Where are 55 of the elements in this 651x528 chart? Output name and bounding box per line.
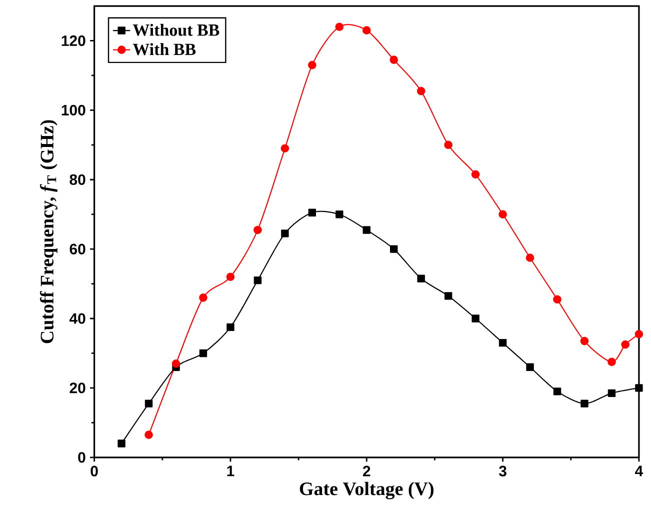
point (308, 61, 316, 70)
point (635, 384, 643, 392)
point (172, 360, 180, 368)
point (308, 208, 316, 217)
point (444, 140, 452, 150)
y-tick-label: 100 (62, 105, 86, 116)
point (335, 22, 344, 32)
point (144, 400, 153, 408)
x-axis-title: Gate Voltage (V) (300, 482, 434, 500)
point (634, 330, 644, 338)
y-axis-title: Cutoff Frequency, f$_{T}$ (GHz) (40, 120, 58, 344)
point (621, 340, 630, 349)
point (390, 245, 398, 254)
y-tick-label: 20 (70, 382, 86, 394)
point (498, 210, 507, 219)
point (362, 26, 371, 35)
point (226, 324, 234, 332)
point (417, 274, 425, 283)
y-tick-label: 80 (70, 174, 86, 186)
point (280, 144, 290, 153)
y-tick-label: 40 (69, 313, 86, 324)
y-tick-label: 0 (78, 452, 86, 463)
x-tick-label: 3 (498, 466, 506, 477)
point (553, 295, 562, 304)
point (608, 390, 616, 398)
x-tick-label: 0 (90, 466, 98, 477)
point (580, 400, 588, 408)
point (472, 314, 480, 323)
point (526, 254, 534, 262)
point (608, 358, 616, 366)
point (336, 210, 344, 218)
point (118, 440, 126, 448)
x-tick-label: 1 (227, 466, 234, 476)
x-tick-label: 2 (362, 466, 370, 476)
point (471, 170, 480, 179)
y-tick-label: 120 (62, 36, 86, 46)
point (553, 388, 562, 396)
point (199, 294, 208, 302)
point (444, 292, 452, 300)
point (226, 272, 235, 282)
point (498, 339, 507, 347)
y-tick-label: 60 (70, 244, 86, 255)
point (254, 276, 262, 284)
point (199, 350, 208, 358)
point (281, 230, 289, 238)
legend-label: Without BB (132, 24, 220, 36)
x-tick-label: 4 (635, 466, 644, 476)
point (526, 363, 534, 372)
legend-label: With BB (132, 43, 196, 56)
point (254, 226, 262, 234)
point (416, 87, 426, 96)
point (362, 226, 370, 234)
point (144, 430, 153, 440)
point (580, 337, 589, 346)
point (390, 56, 398, 64)
